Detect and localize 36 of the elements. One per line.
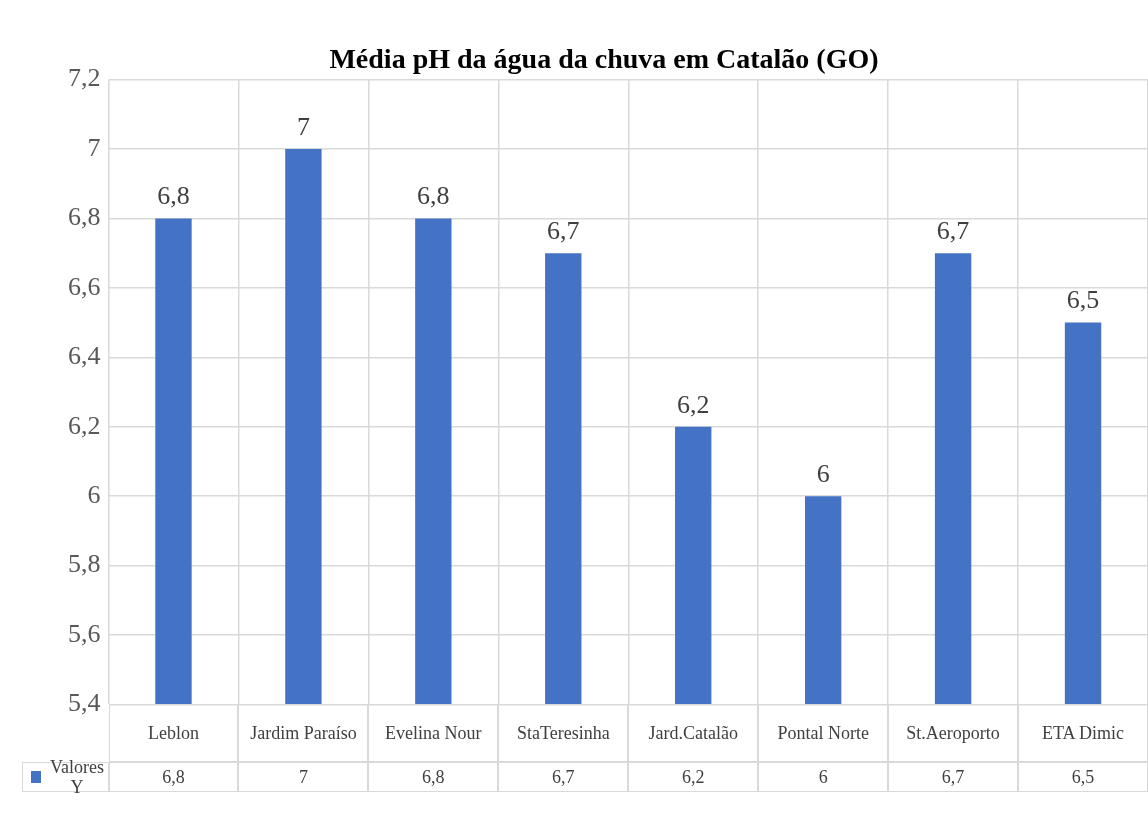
y-tick-label: 5,4 (68, 688, 101, 718)
y-tick-label: 7,2 (68, 63, 101, 93)
text: 7 (296, 111, 310, 141)
x-tick-label: Jard.Catalão (628, 704, 759, 763)
x-tick-label: StaTeresinha (498, 704, 629, 763)
data-label: 6,7 (888, 762, 1019, 793)
y-tick-label: 6,8 (68, 202, 101, 232)
y-tick-label: 6,2 (68, 410, 101, 440)
text: 6,2 (676, 389, 710, 419)
text: 6,8 (157, 181, 190, 211)
data-label: 6,2 (628, 762, 759, 793)
y-tick-label: 6 (87, 479, 101, 509)
data-label: 6,8 (108, 762, 239, 793)
x-tick-label: Leblon (108, 704, 239, 763)
data-label: 6 (758, 762, 889, 793)
y-tick-label: 5,6 (68, 618, 101, 648)
x-tick-label: ETA Dimic (1018, 704, 1148, 763)
x-tick-label: Evelina Nour (368, 704, 499, 763)
data-label: 6,5 (1018, 762, 1148, 793)
y-tick-label: 6,6 (68, 271, 101, 301)
text: 6,5 (1066, 285, 1100, 315)
text: 6,7 (936, 215, 970, 245)
legend-label: Valores Y (48, 757, 105, 798)
y-tick-label: 7 (87, 132, 101, 162)
text: 6,8 (417, 181, 450, 211)
data-label: 6,8 (368, 762, 499, 793)
x-tick-label: Jardim Paraíso (238, 704, 369, 763)
data-label: 6,7 (498, 762, 629, 793)
text: 6,7 (547, 215, 580, 245)
text: 6 (816, 458, 830, 488)
chart-title: Média pH da água da chuva em Catalão (GO) (329, 43, 879, 75)
x-tick-label: St.Aeroporto (888, 704, 1019, 763)
y-tick-label: 6,4 (68, 341, 101, 371)
data-label: 7 (238, 762, 369, 793)
y-tick-label: 5,8 (68, 549, 101, 579)
x-tick-label: Pontal Norte (758, 704, 889, 763)
